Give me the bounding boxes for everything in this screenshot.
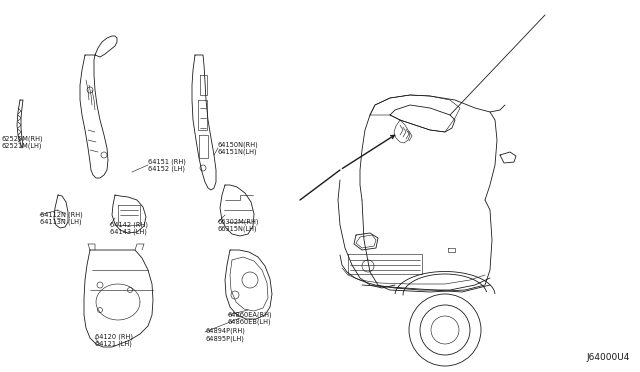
Text: 64120 (RH)
64121 (LH): 64120 (RH) 64121 (LH): [95, 333, 133, 347]
Text: 64151 (RH)
64152 (LH): 64151 (RH) 64152 (LH): [148, 158, 186, 172]
Text: 64112N (RH)
64113N (LH): 64112N (RH) 64113N (LH): [40, 211, 83, 225]
Text: 64860EA(RH)
64860EB(LH): 64860EA(RH) 64860EB(LH): [228, 311, 273, 325]
Text: 64142 (RH)
64143 (LH): 64142 (RH) 64143 (LH): [110, 221, 148, 235]
Text: 64894P(RH)
64895P(LH): 64894P(RH) 64895P(LH): [205, 328, 245, 342]
Text: 66302M(RH)
66315N(LH): 66302M(RH) 66315N(LH): [218, 218, 259, 232]
Text: J64000U4: J64000U4: [587, 353, 630, 362]
Text: 62520M(RH)
62521M(LH): 62520M(RH) 62521M(LH): [2, 135, 44, 149]
Text: 64150N(RH)
64151N(LH): 64150N(RH) 64151N(LH): [218, 141, 259, 155]
